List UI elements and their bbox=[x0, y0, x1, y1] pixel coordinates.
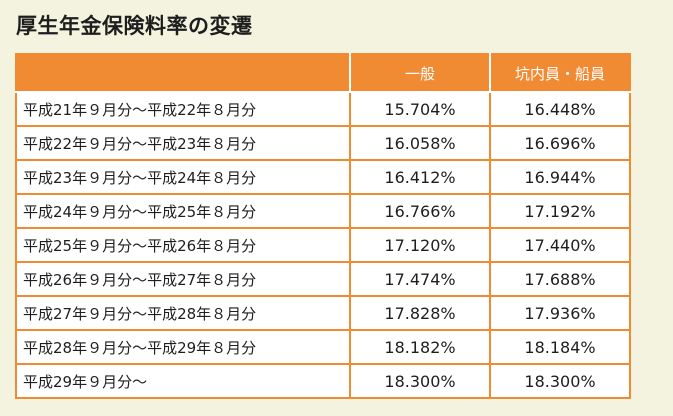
table-row: 平成29年９月分～ 18.300% 18.300% bbox=[15, 363, 631, 399]
page-title: 厚生年金保険料率の変遷 bbox=[16, 14, 253, 38]
miners-seafarers-rate-cell: 17.440% bbox=[489, 227, 631, 263]
table-row: 平成25年９月分～平成26年８月分 17.120% 17.440% bbox=[15, 227, 631, 263]
period-cell: 平成22年９月分～平成23年８月分 bbox=[15, 125, 351, 161]
miners-seafarers-rate-cell: 16.448% bbox=[489, 91, 631, 127]
insurance-rate-table: 一般 坑内員・船員 平成21年９月分～平成22年８月分 15.704% 16.4… bbox=[15, 53, 631, 399]
miners-seafarers-rate-cell: 18.300% bbox=[489, 363, 631, 399]
period-cell: 平成27年９月分～平成28年８月分 bbox=[15, 295, 351, 331]
general-rate-cell: 17.828% bbox=[349, 295, 491, 331]
period-cell: 平成28年９月分～平成29年８月分 bbox=[15, 329, 351, 365]
miners-seafarers-rate-cell: 16.944% bbox=[489, 159, 631, 195]
general-rate-cell: 17.120% bbox=[349, 227, 491, 263]
table-row: 平成21年９月分～平成22年８月分 15.704% 16.448% bbox=[15, 91, 631, 127]
period-cell: 平成21年９月分～平成22年８月分 bbox=[15, 91, 351, 127]
period-cell: 平成26年９月分～平成27年８月分 bbox=[15, 261, 351, 297]
period-cell: 平成29年９月分～ bbox=[15, 363, 351, 399]
header-miners-seafarers: 坑内員・船員 bbox=[489, 53, 631, 93]
period-cell: 平成25年９月分～平成26年８月分 bbox=[15, 227, 351, 263]
table-row: 平成28年９月分～平成29年８月分 18.182% 18.184% bbox=[15, 329, 631, 365]
general-rate-cell: 16.412% bbox=[349, 159, 491, 195]
table-row: 平成26年９月分～平成27年８月分 17.474% 17.688% bbox=[15, 261, 631, 297]
miners-seafarers-rate-cell: 17.192% bbox=[489, 193, 631, 229]
table-row: 平成27年９月分～平成28年８月分 17.828% 17.936% bbox=[15, 295, 631, 331]
general-rate-cell: 18.182% bbox=[349, 329, 491, 365]
table-row: 平成23年９月分～平成24年８月分 16.412% 16.944% bbox=[15, 159, 631, 195]
table-header-row: 一般 坑内員・船員 bbox=[15, 53, 631, 93]
miners-seafarers-rate-cell: 18.184% bbox=[489, 329, 631, 365]
period-cell: 平成24年９月分～平成25年８月分 bbox=[15, 193, 351, 229]
table-row: 平成24年９月分～平成25年８月分 16.766% 17.192% bbox=[15, 193, 631, 229]
header-period bbox=[15, 53, 351, 93]
header-general: 一般 bbox=[349, 53, 491, 93]
period-cell: 平成23年９月分～平成24年８月分 bbox=[15, 159, 351, 195]
miners-seafarers-rate-cell: 17.936% bbox=[489, 295, 631, 331]
table-row: 平成22年９月分～平成23年８月分 16.058% 16.696% bbox=[15, 125, 631, 161]
general-rate-cell: 15.704% bbox=[349, 91, 491, 127]
miners-seafarers-rate-cell: 17.688% bbox=[489, 261, 631, 297]
general-rate-cell: 16.766% bbox=[349, 193, 491, 229]
general-rate-cell: 17.474% bbox=[349, 261, 491, 297]
general-rate-cell: 18.300% bbox=[349, 363, 491, 399]
miners-seafarers-rate-cell: 16.696% bbox=[489, 125, 631, 161]
general-rate-cell: 16.058% bbox=[349, 125, 491, 161]
